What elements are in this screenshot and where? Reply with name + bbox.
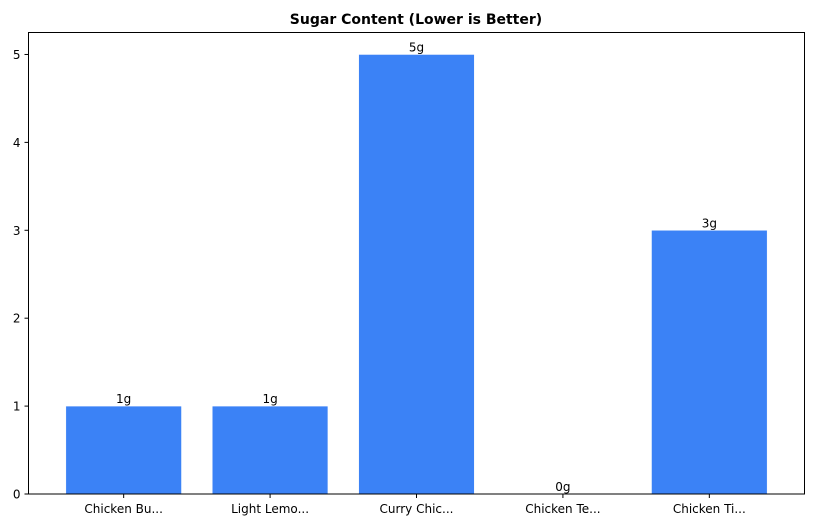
x-tick-label: Chicken Ti... bbox=[673, 502, 746, 516]
data-label: 1g bbox=[262, 392, 277, 406]
y-tick-label: 0 bbox=[13, 488, 21, 502]
bar bbox=[358, 54, 475, 495]
data-label: 1g bbox=[116, 392, 131, 406]
bar bbox=[212, 405, 329, 495]
bar bbox=[651, 230, 768, 495]
y-tick-label: 4 bbox=[13, 136, 21, 150]
bar bbox=[65, 405, 182, 495]
chart-title: Sugar Content (Lower is Better) bbox=[290, 12, 542, 28]
x-tick-label: Light Lemo... bbox=[231, 502, 309, 516]
x-tick-label: Chicken Te... bbox=[525, 502, 600, 516]
y-tick-label: 5 bbox=[13, 48, 21, 62]
y-tick-label: 2 bbox=[13, 312, 21, 326]
plot-frame bbox=[28, 32, 805, 495]
y-tick-label: 3 bbox=[13, 224, 21, 238]
data-label: 3g bbox=[702, 216, 717, 230]
x-tick-label: Curry Chic... bbox=[380, 502, 454, 516]
data-label: 5g bbox=[409, 40, 424, 54]
y-tick-label: 1 bbox=[13, 400, 21, 414]
data-label: 0g bbox=[555, 480, 570, 494]
x-tick-label: Chicken Bu... bbox=[84, 502, 163, 516]
